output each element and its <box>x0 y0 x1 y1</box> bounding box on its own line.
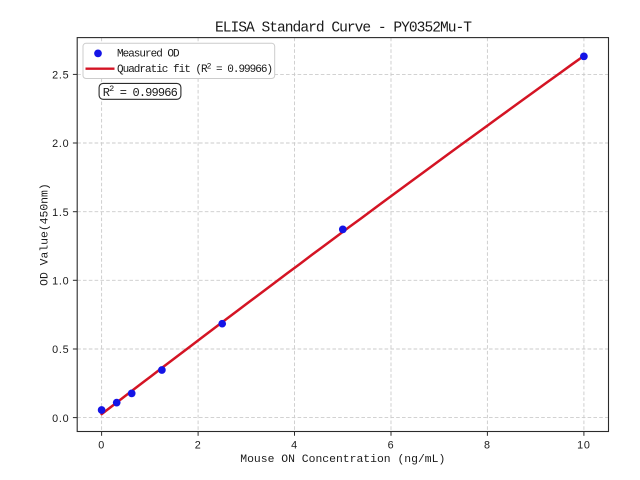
svg-text:1.5: 1.5 <box>52 207 69 219</box>
svg-text:OD Value(450nm): OD Value(450nm) <box>40 183 52 286</box>
svg-text:0.5: 0.5 <box>52 344 69 356</box>
svg-text:8: 8 <box>484 440 491 452</box>
svg-text:Quadratic fit (R2 = 0.99966): Quadratic fit (R2 = 0.99966) <box>117 63 272 77</box>
svg-text:2: 2 <box>195 440 202 452</box>
svg-text:1.0: 1.0 <box>52 276 69 288</box>
svg-text:4: 4 <box>291 440 298 452</box>
svg-text:2.5: 2.5 <box>52 70 69 82</box>
svg-text:0: 0 <box>98 440 105 452</box>
svg-text:0.0: 0.0 <box>52 413 69 425</box>
svg-text:Measured OD: Measured OD <box>117 48 180 60</box>
svg-text:6: 6 <box>388 440 395 452</box>
svg-text:R2 = 0.99966: R2 = 0.99966 <box>103 84 178 100</box>
svg-text:Mouse ON Concentration (ng/mL): Mouse ON Concentration (ng/mL) <box>240 454 445 466</box>
svg-text:10: 10 <box>577 440 591 452</box>
svg-text:2.0: 2.0 <box>52 138 69 150</box>
svg-text:ELISA Standard Curve - PY0352M: ELISA Standard Curve - PY0352Mu-T <box>215 20 472 36</box>
